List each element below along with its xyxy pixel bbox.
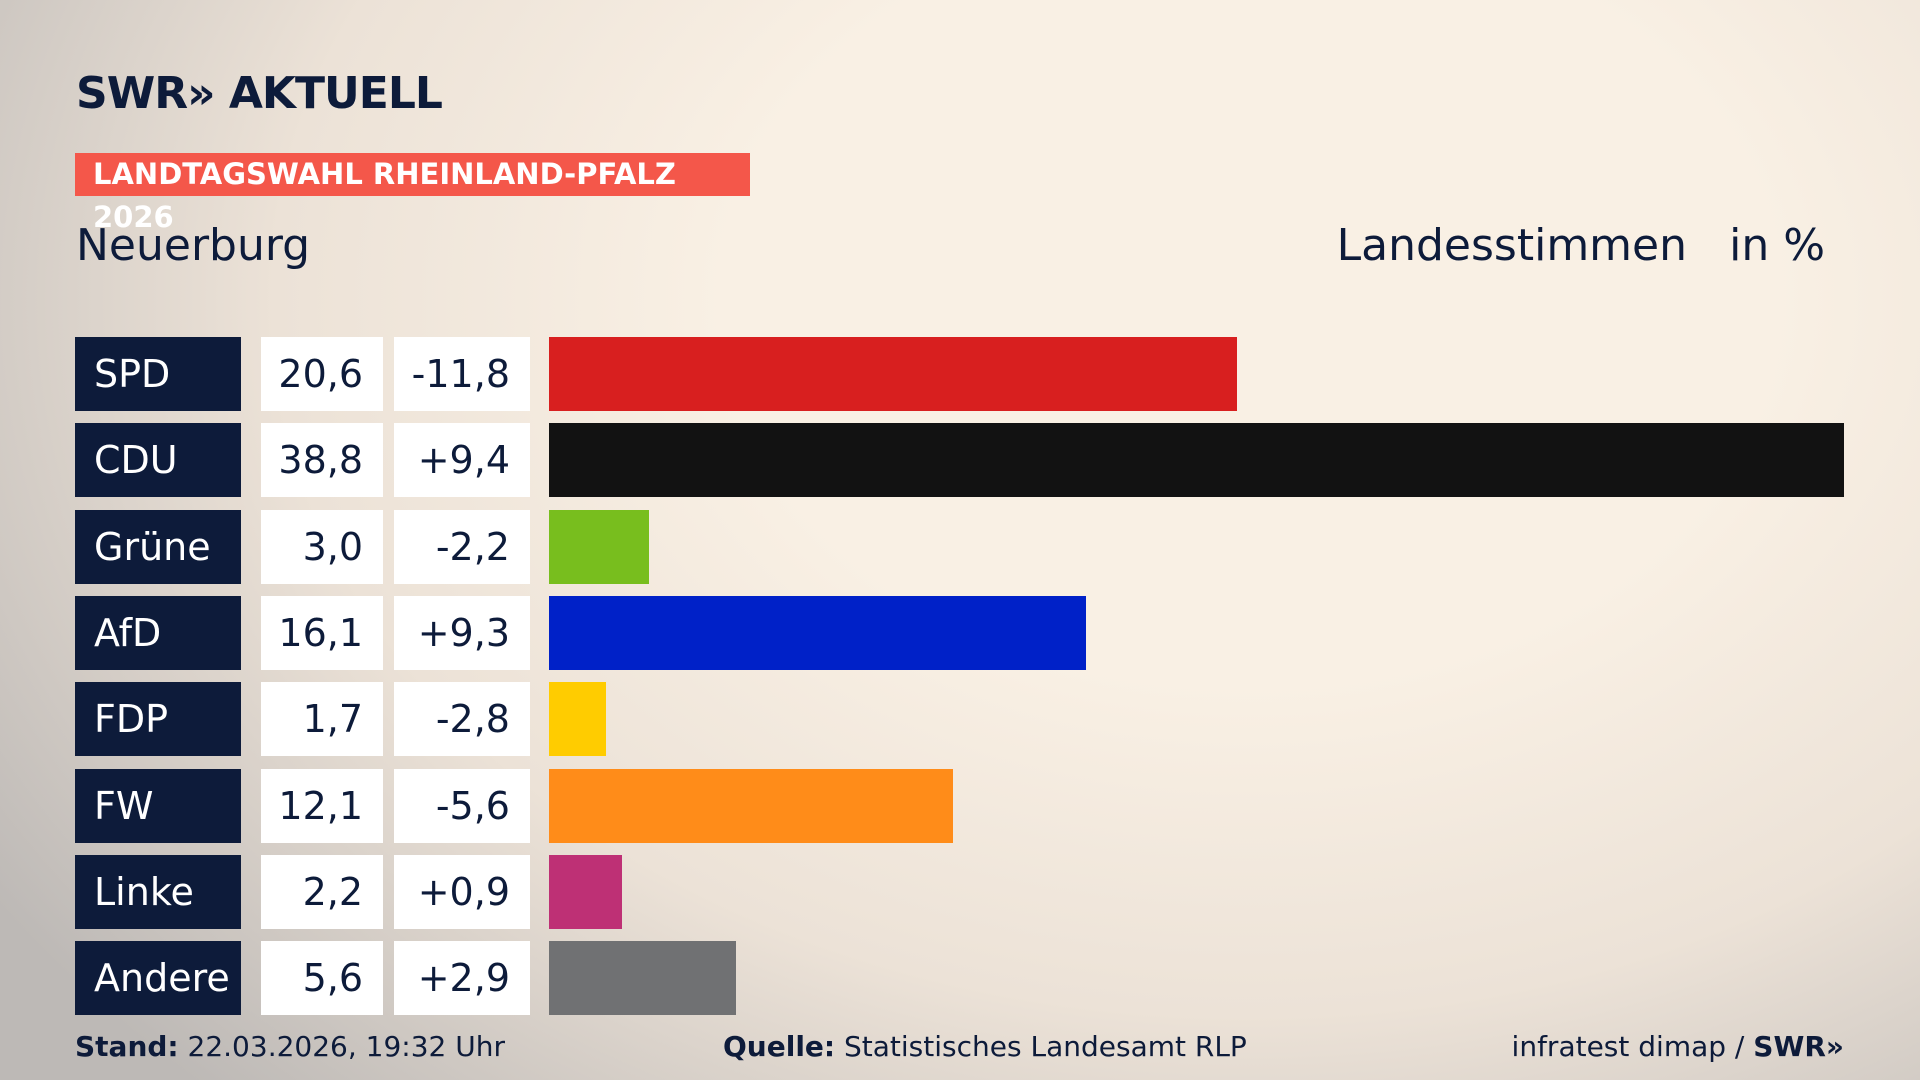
- party-label: FW: [75, 768, 241, 843]
- change-label: +9,4: [394, 423, 530, 498]
- credit-arrows: »: [1825, 1030, 1844, 1063]
- value-label: 38,8: [261, 423, 383, 498]
- credit: infratest dimap /: [1511, 1030, 1745, 1063]
- value-label: 1,7: [261, 682, 383, 757]
- footer-source: Quelle: Statistisches Landesamt RLP: [723, 1030, 1247, 1063]
- value-label: 2,2: [261, 854, 383, 929]
- bar: [549, 941, 736, 1016]
- change-label: +2,9: [394, 941, 530, 1016]
- party-label: SPD: [75, 337, 241, 411]
- value-label: 5,6: [261, 941, 383, 1016]
- brand: SWR: [76, 68, 188, 119]
- bar: [549, 337, 1237, 411]
- change-label: -2,2: [394, 509, 530, 584]
- brand-suffix: AKTUELL: [228, 68, 443, 119]
- unit: in %: [1729, 220, 1825, 271]
- credit-brand: SWR: [1753, 1030, 1826, 1063]
- stand: 22.03.2026, 19:32 Uhr: [187, 1030, 505, 1063]
- brand-arrows: »: [187, 68, 215, 119]
- bar: [549, 768, 953, 843]
- value-label: 12,1: [261, 768, 383, 843]
- change-label: +9,3: [394, 595, 530, 670]
- footer-stand: Stand: 22.03.2026, 19:32 Uhr: [75, 1030, 505, 1063]
- value-label: 20,6: [261, 337, 383, 411]
- subtitle: Neuerburg: [76, 220, 311, 271]
- change-label: -5,6: [394, 768, 530, 843]
- stand-label: Stand:: [75, 1030, 179, 1063]
- source: Statistisches Landesamt RLP: [844, 1030, 1247, 1063]
- footer-credit: infratest dimap / SWR»: [1512, 1030, 1844, 1063]
- change-label: -2,8: [394, 682, 530, 757]
- party-label: Grüne: [75, 509, 241, 584]
- measure: Landesstimmen: [1336, 220, 1687, 271]
- value-label: 3,0: [261, 509, 383, 584]
- bar: [549, 682, 606, 757]
- value-label: 16,1: [261, 595, 383, 670]
- party-label: CDU: [75, 423, 241, 498]
- bar: [549, 854, 623, 929]
- party-label: Linke: [75, 854, 241, 929]
- bar: [549, 423, 1844, 498]
- chart-title: LANDTAGSWAHL RHEINLAND-PFALZ 2026: [75, 153, 750, 234]
- logo: SWR» AKTUELL: [76, 68, 443, 119]
- bar: [549, 509, 650, 584]
- change-label: +0,9: [394, 854, 530, 929]
- party-label: Andere: [75, 941, 241, 1016]
- party-label: FDP: [75, 682, 241, 757]
- source-label: Quelle:: [723, 1030, 836, 1063]
- change-label: -11,8: [394, 337, 530, 411]
- party-label: AfD: [75, 595, 241, 670]
- bar: [549, 595, 1087, 670]
